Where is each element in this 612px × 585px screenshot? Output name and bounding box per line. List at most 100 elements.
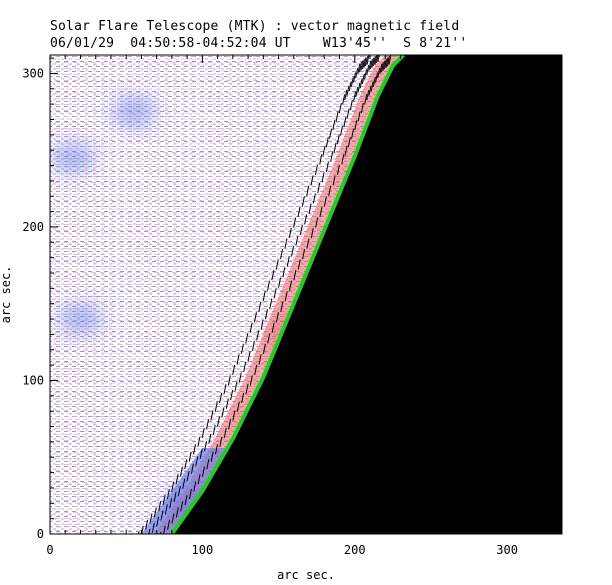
transverse-vector bbox=[374, 55, 378, 65]
transverse-vector bbox=[353, 72, 356, 83]
transverse-vector bbox=[332, 175, 336, 186]
transverse-vector bbox=[193, 444, 196, 455]
transverse-vector bbox=[173, 492, 177, 503]
transverse-vector bbox=[245, 384, 249, 395]
transverse-vector bbox=[386, 55, 390, 67]
limb-contour bbox=[170, 55, 405, 534]
transverse-vector bbox=[149, 513, 153, 524]
transverse-vector bbox=[223, 384, 227, 395]
transverse-vector bbox=[275, 259, 279, 270]
transverse-vector bbox=[314, 164, 318, 175]
transverse-vector bbox=[280, 301, 284, 312]
transverse-vector bbox=[370, 81, 374, 92]
transverse-vector bbox=[360, 102, 364, 114]
transverse-vector bbox=[201, 427, 205, 439]
transverse-vector bbox=[297, 259, 301, 270]
transverse-vector bbox=[208, 433, 212, 444]
transverse-vector bbox=[247, 351, 251, 362]
transverse-vector bbox=[355, 86, 359, 98]
transverse-vector bbox=[284, 291, 288, 302]
transverse-vector bbox=[267, 280, 271, 291]
y-tick-label: 200 bbox=[22, 220, 44, 234]
transverse-vector bbox=[364, 94, 368, 105]
transverse-vector bbox=[232, 410, 236, 421]
transverse-vector bbox=[273, 288, 277, 299]
transverse-vector bbox=[317, 182, 321, 194]
transverse-vector bbox=[359, 78, 363, 89]
transverse-vector bbox=[286, 256, 290, 267]
transverse-vector bbox=[280, 248, 284, 260]
transverse-vector bbox=[312, 193, 316, 204]
transverse-vector bbox=[219, 436, 223, 447]
transverse-vector bbox=[288, 227, 292, 239]
transverse-vector bbox=[372, 56, 376, 67]
transverse-vector bbox=[262, 343, 266, 354]
transverse-vector bbox=[315, 217, 319, 228]
transverse-vector bbox=[375, 72, 378, 83]
transverse-vector bbox=[377, 55, 380, 62]
transverse-vector bbox=[271, 322, 275, 333]
transverse-vector bbox=[349, 99, 353, 111]
plot-frame bbox=[49, 54, 563, 535]
transverse-vector bbox=[275, 312, 279, 323]
transverse-vector bbox=[357, 82, 361, 93]
transverse-vector bbox=[206, 459, 210, 470]
transverse-vector bbox=[322, 145, 326, 156]
transverse-vector bbox=[210, 410, 214, 421]
transverse-vector bbox=[245, 333, 249, 344]
transverse-vector bbox=[182, 478, 186, 489]
transverse-vector bbox=[364, 55, 368, 67]
transverse-vector bbox=[329, 128, 333, 139]
transverse-vector bbox=[353, 91, 357, 102]
transverse-vector bbox=[201, 466, 205, 477]
transverse-vector bbox=[310, 175, 314, 186]
transverse-vector bbox=[188, 488, 192, 500]
transverse-vector bbox=[308, 203, 312, 215]
transverse-vector bbox=[289, 280, 293, 291]
transverse-vector bbox=[336, 134, 340, 145]
transverse-vector bbox=[306, 238, 310, 249]
transverse-vector bbox=[151, 522, 155, 533]
transverse-vector bbox=[251, 340, 255, 351]
transverse-vector bbox=[372, 76, 376, 88]
transverse-vector bbox=[291, 245, 295, 257]
transverse-vector bbox=[364, 69, 367, 80]
transverse-vector bbox=[236, 354, 240, 365]
transverse-vector bbox=[219, 392, 223, 404]
transverse-vector bbox=[385, 57, 389, 68]
transverse-vector bbox=[379, 63, 383, 74]
transverse-vector bbox=[377, 68, 381, 79]
transverse-vector bbox=[177, 485, 181, 497]
transverse-vector bbox=[267, 333, 271, 344]
x-tick-label: 100 bbox=[192, 543, 214, 557]
transverse-vector bbox=[206, 419, 210, 430]
transverse-vector bbox=[215, 444, 218, 455]
transverse-vector bbox=[163, 525, 166, 534]
transverse-vector bbox=[254, 364, 258, 375]
transverse-vector bbox=[158, 501, 162, 512]
transverse-vector bbox=[343, 117, 347, 128]
transverse-vector bbox=[148, 528, 151, 534]
transverse-vector bbox=[366, 89, 370, 101]
transverse-vector bbox=[293, 270, 297, 281]
transverse-vector bbox=[344, 145, 348, 156]
transverse-vector bbox=[253, 312, 257, 323]
transverse-vector bbox=[145, 519, 149, 530]
transverse-vector bbox=[333, 142, 337, 153]
y-axis-label: arc sec. bbox=[0, 266, 13, 324]
transverse-vector bbox=[388, 55, 392, 65]
transverse-vector bbox=[369, 59, 373, 70]
transverse-vector bbox=[380, 62, 384, 73]
transverse-vector bbox=[234, 381, 238, 392]
transverse-vector bbox=[184, 459, 188, 470]
transverse-vector bbox=[179, 466, 183, 477]
transverse-vector bbox=[306, 185, 310, 197]
transverse-vector bbox=[199, 448, 203, 459]
x-tick-label: 0 bbox=[46, 543, 53, 557]
transverse-vector bbox=[383, 59, 387, 70]
y-tick-label: 300 bbox=[22, 66, 44, 80]
limb-strong-field-band bbox=[153, 55, 404, 534]
transverse-vector bbox=[382, 60, 386, 71]
limb-negative-field-band bbox=[141, 448, 230, 534]
